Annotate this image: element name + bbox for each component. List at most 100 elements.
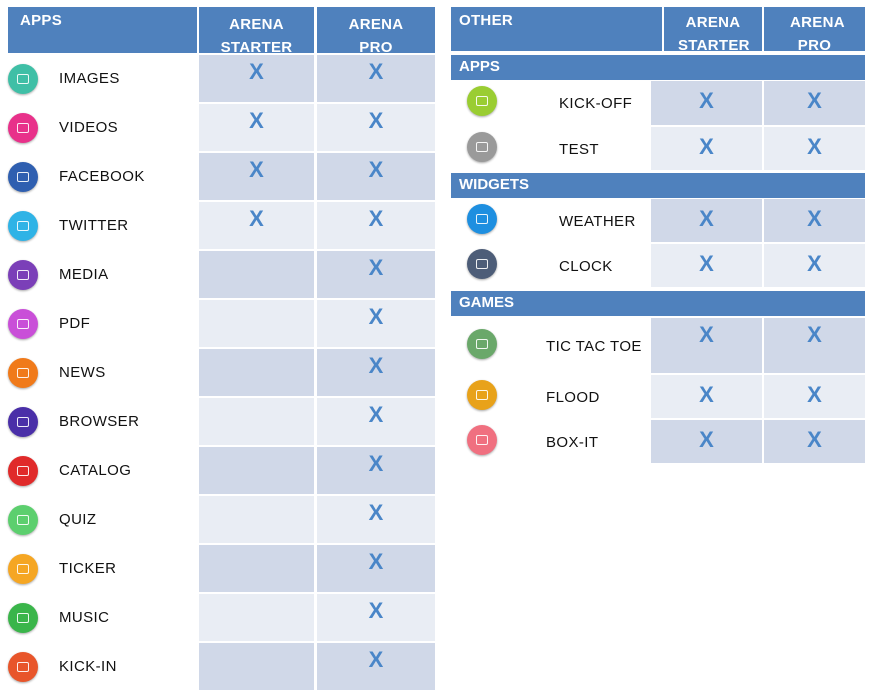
section-title: GAMES (459, 294, 515, 311)
left-row-label: PDF (59, 315, 91, 332)
pro-check-mark: X (807, 426, 822, 452)
left-row-label: NEWS (59, 364, 106, 381)
right-row-label: WEATHER (559, 212, 636, 230)
left-starter-cell: X (199, 55, 314, 102)
left-starter-cell (199, 643, 314, 690)
video-glyph (17, 123, 29, 133)
kickin-icon (8, 652, 38, 682)
flood-glyph (476, 389, 488, 400)
right-header-pro: ARENA PRO (764, 7, 865, 54)
left-pro-cell: X (317, 55, 435, 102)
ticker-glyph (17, 564, 29, 574)
left-header-apps-label: APPS (20, 12, 63, 29)
pro-check-mark: X (807, 133, 822, 159)
quiz-icon (8, 505, 38, 535)
right-row-label: TIC TAC TOE (546, 337, 642, 355)
right-row-label: KICK-OFF (559, 95, 633, 112)
right-pro-cell: X (764, 81, 865, 125)
pro-check-mark: X (368, 401, 384, 427)
test-glyph (476, 141, 488, 152)
pro-check-mark: X (807, 88, 822, 113)
image-glyph (17, 74, 29, 84)
starter-check-mark: X (699, 205, 714, 231)
pro-check-mark: X (368, 107, 384, 133)
left-pro-cell: X (317, 153, 435, 200)
left-pro-cell: X (317, 202, 435, 249)
quiz-glyph (17, 515, 29, 525)
right-pro-cell: X (764, 375, 865, 418)
left-pro-cell: X (317, 643, 435, 690)
right-starter-cell: X (651, 318, 762, 373)
left-starter-cell: X (199, 104, 314, 151)
test-icon (467, 131, 497, 162)
starter-check-mark: X (699, 321, 714, 347)
left-row-label: VIDEOS (59, 119, 119, 136)
left-row-label: TWITTER (59, 217, 129, 234)
starter-check-mark: X (249, 156, 264, 182)
starter-check-mark: X (249, 58, 264, 84)
right-row-label: BOX-IT (546, 433, 599, 451)
left-starter-cell (199, 594, 314, 641)
left-starter-cell (199, 496, 314, 543)
right-row-label: CLOCK (559, 257, 613, 275)
pro-check-mark: X (368, 254, 384, 280)
news-glyph (17, 368, 29, 378)
weather-icon (467, 203, 497, 234)
pro-check-mark: X (807, 321, 822, 347)
left-row-label: QUIZ (59, 511, 97, 528)
starter-check-mark: X (699, 88, 714, 113)
left-row-label: MEDIA (59, 266, 109, 283)
right-header-other: OTHER (451, 7, 662, 51)
pro-check-mark: X (368, 156, 384, 182)
tictactoe-icon (467, 328, 497, 359)
tictactoe-glyph (476, 338, 488, 349)
left-pro-cell: X (317, 594, 435, 641)
catalog-icon (8, 456, 38, 486)
pdf-icon (8, 309, 38, 339)
left-header-pro-label: ARENA PRO (348, 16, 404, 56)
left-starter-cell (199, 349, 314, 396)
section-title: APPS (459, 58, 500, 75)
clock-glyph (476, 258, 488, 269)
left-pro-cell: X (317, 545, 435, 592)
kickoff-icon (467, 86, 497, 116)
pro-check-mark: X (368, 205, 384, 231)
left-pro-cell: X (317, 496, 435, 543)
left-row-label: CATALOG (59, 462, 132, 479)
right-row-label: FLOOD (546, 388, 600, 406)
starter-check-mark: X (699, 426, 714, 452)
right-pro-cell: X (764, 420, 865, 463)
music-icon (8, 603, 38, 633)
right-starter-cell: X (651, 375, 762, 418)
starter-check-mark: X (249, 107, 264, 133)
section-header-apps: APPS (451, 55, 865, 80)
left-row-label: MUSIC (59, 609, 110, 626)
twitter-glyph (17, 221, 29, 231)
right-starter-cell: X (651, 420, 762, 463)
starter-check-mark: X (699, 381, 714, 407)
section-header-widgets: WIDGETS (451, 173, 865, 198)
pro-check-mark: X (368, 548, 384, 574)
right-starter-cell: X (651, 244, 762, 287)
section-header-games: GAMES (451, 291, 865, 316)
left-header-starter-label: ARENA STARTER (220, 16, 293, 56)
pro-check-mark: X (368, 450, 384, 476)
weather-glyph (476, 213, 488, 224)
ticker-icon (8, 554, 38, 584)
right-header-starter: ARENA STARTER (664, 7, 762, 54)
left-header-apps: APPS (8, 7, 197, 53)
starter-check-mark: X (699, 250, 714, 276)
kickoff-glyph (476, 96, 488, 106)
left-row-label: IMAGES (59, 70, 120, 87)
globe-icon (8, 407, 38, 437)
boxit-icon (467, 424, 497, 455)
right-starter-cell: X (651, 127, 762, 170)
left-starter-cell (199, 300, 314, 347)
left-starter-cell (199, 398, 314, 445)
right-starter-cell: X (651, 81, 762, 125)
left-starter-cell (199, 545, 314, 592)
clock-icon (467, 248, 497, 279)
pro-check-mark: X (807, 381, 822, 407)
twitter-icon (8, 211, 38, 241)
pro-check-mark: X (368, 646, 384, 672)
